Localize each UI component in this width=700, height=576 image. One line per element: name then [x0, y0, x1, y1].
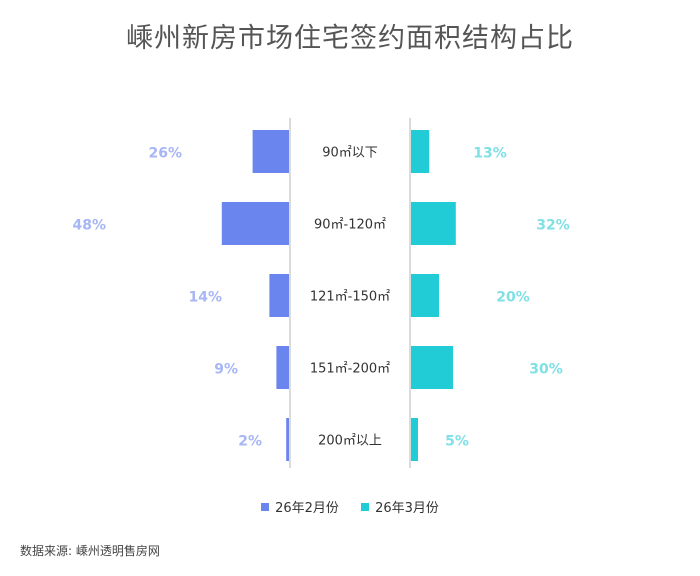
legend: 26年2月份 26年3月份: [0, 497, 700, 516]
bar-mar-4: [411, 418, 418, 461]
category-label-4: 200㎡以上: [318, 434, 382, 449]
bar-mar-3: [411, 346, 453, 389]
data-label-feb-0: 26%: [148, 146, 182, 162]
legend-item-mar[interactable]: 26年3月份: [361, 497, 439, 516]
chart-bars: 90㎡以下 26% 13% 90㎡-120㎡ 48% 32% 121㎡-150㎡ 14% 20%…: [72, 130, 570, 461]
bar-feb-3: [276, 346, 289, 389]
legend-item-feb[interactable]: 26年2月份: [261, 497, 339, 516]
bar-mar-2: [411, 274, 439, 317]
chart-title: 嵊州新房市场住宅签约面积结构占比: [126, 23, 574, 54]
category-label-2: 121㎡-150㎡: [310, 290, 390, 305]
legend-swatch-mar: [361, 502, 370, 511]
bar-feb-0: [252, 130, 289, 173]
data-label-mar-4: 5%: [445, 434, 469, 450]
data-label-feb-2: 14%: [188, 290, 222, 306]
data-label-mar-0: 13%: [473, 146, 507, 162]
category-label-1: 90㎡-120㎡: [314, 218, 386, 233]
category-label-0: 90㎡以下: [322, 146, 378, 161]
bar-feb-4: [286, 418, 289, 461]
legend-label-feb: 26年2月份: [275, 501, 339, 516]
data-label-mar-2: 20%: [496, 290, 530, 306]
bar-feb-2: [269, 274, 289, 317]
legend-label-mar: 26年3月份: [375, 501, 439, 516]
data-label-feb-1: 48%: [72, 218, 106, 234]
bar-mar-1: [411, 202, 456, 245]
bar-mar-0: [411, 130, 430, 173]
bar-feb-1: [221, 202, 289, 245]
data-label-feb-3: 9%: [214, 362, 238, 378]
legend-swatch-feb: [261, 502, 270, 511]
data-label-mar-1: 32%: [536, 218, 570, 234]
data-source: 数据来源: 嵊州透明售房网: [20, 544, 160, 558]
data-label-mar-3: 30%: [529, 362, 563, 378]
data-label-feb-4: 2%: [238, 434, 262, 450]
category-label-3: 151㎡-200㎡: [310, 362, 390, 377]
